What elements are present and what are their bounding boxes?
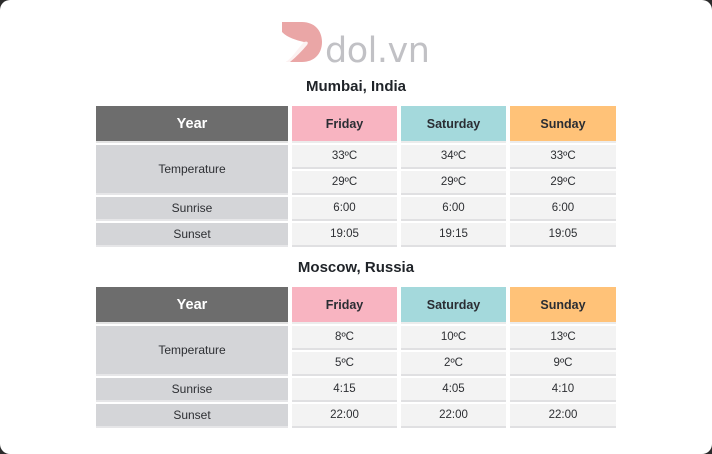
dol-swoosh-icon [282,22,322,62]
cell-temp-low-friday: 5ºC [292,352,397,376]
cell-temp-high-saturday: 34ºC [401,145,506,169]
header-friday: Friday [292,106,397,143]
header-year: Year [96,106,288,143]
row-label-temperature: Temperature [96,145,288,195]
header-friday: Friday [292,287,397,324]
table-title-mumbai: Mumbai, India [305,78,406,95]
brand-logo: dol.vn [280,20,440,71]
cell-temp-high-sunday: 13ºC [510,326,616,350]
cell-sunrise-friday: 6:00 [292,197,397,221]
cell-temp-low-saturday: 29ºC [401,171,506,195]
weather-table-mumbai: Year Friday Saturday Sunday Temperature … [96,106,616,247]
cell-temp-high-friday: 33ºC [292,145,397,169]
cell-temp-low-sunday: 29ºC [510,171,616,195]
row-label-sunset: Sunset [96,223,288,247]
weather-table-moscow: Year Friday Saturday Sunday Temperature … [96,287,616,428]
row-label-temperature: Temperature [96,326,288,376]
cell-temp-low-sunday: 9ºC [510,352,616,376]
cell-sunset-saturday: 22:00 [401,404,506,428]
cell-sunrise-saturday: 6:00 [401,197,506,221]
row-label-sunrise: Sunrise [96,197,288,221]
header-sunday: Sunday [510,287,616,324]
table-title-moscow: Moscow, Russia [297,259,415,276]
cell-sunrise-sunday: 4:10 [510,378,616,402]
logo-text: dol.vn [325,31,430,71]
header-saturday: Saturday [401,287,506,324]
cell-temp-high-sunday: 33ºC [510,145,616,169]
cell-sunset-friday: 19:05 [292,223,397,247]
cell-temp-high-friday: 8ºC [292,326,397,350]
cell-sunrise-friday: 4:15 [292,378,397,402]
cell-sunset-friday: 22:00 [292,404,397,428]
row-label-sunset: Sunset [96,404,288,428]
header-saturday: Saturday [401,106,506,143]
cell-sunrise-sunday: 6:00 [510,197,616,221]
cell-sunset-sunday: 22:00 [510,404,616,428]
cell-temp-low-friday: 29ºC [292,171,397,195]
cell-temp-high-saturday: 10ºC [401,326,506,350]
cell-sunset-sunday: 19:05 [510,223,616,247]
cell-temp-low-saturday: 2ºC [401,352,506,376]
row-label-sunrise: Sunrise [96,378,288,402]
header-sunday: Sunday [510,106,616,143]
cell-sunset-saturday: 19:15 [401,223,506,247]
cell-sunrise-saturday: 4:05 [401,378,506,402]
header-year: Year [96,287,288,324]
